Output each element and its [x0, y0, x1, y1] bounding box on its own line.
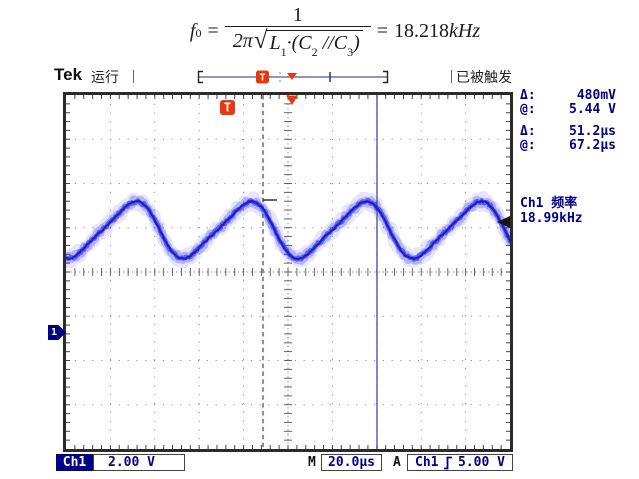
formula-unit: kHz — [449, 19, 481, 42]
trigger-source: Ch1 — [415, 455, 439, 470]
formula-f-sub: 0 — [195, 25, 202, 40]
channel1-reference-marker: 1 — [48, 325, 66, 340]
trigger-level: 5.00 V — [458, 455, 505, 470]
cursor-at-voltage: @: 5.44 V — [520, 102, 616, 117]
scope-screen: T — [63, 92, 513, 452]
tek-logo: Tek — [54, 65, 83, 84]
frequency-measure-value: 18.99kHz — [520, 211, 583, 226]
formula-f: f — [189, 19, 196, 42]
formula-denominator: 2π √ L1·(C2 //C3) — [224, 25, 371, 58]
formula-equals: = — [207, 19, 219, 42]
formula-equals-2: = — [376, 19, 389, 42]
channel1-badge: Ch1 — [56, 454, 93, 471]
formula-fraction: 1 2π √ L1·(C2 //C3) — [224, 3, 371, 58]
formula-two-pi: 2π — [232, 29, 253, 52]
cursor-delta-time: Δ: 51.2µs — [520, 124, 616, 139]
channel1-frequency-readout: Ch1 频率 18.99kHz — [520, 196, 583, 226]
rising-edge-icon — [444, 456, 453, 469]
scope-status-bar: Ch1 2.00 V M 20.0µs A Ch1 5.00 V — [0, 453, 639, 473]
horizontal-position-bar: T — [197, 70, 389, 84]
run-status-label: 运行 — [91, 69, 119, 85]
trigger-t-label: T — [259, 73, 265, 84]
trigger-position-icon — [287, 73, 297, 80]
header-separator — [133, 70, 134, 83]
formula-radicand: L1·(C2 //C3) — [266, 29, 363, 58]
radical-sign: √ — [253, 26, 268, 54]
frequency-measure-label: Ch1 频率 — [520, 196, 578, 211]
channel1-scale-readout: 2.00 V — [93, 454, 185, 471]
formula-result: 18.218 — [394, 19, 450, 42]
scope-display: T — [66, 95, 510, 449]
cursor-delta-voltage: Δ: 480mV — [520, 88, 616, 103]
formula-numerator: 1 — [292, 3, 303, 26]
trigger-readout: Ch1 5.00 V — [407, 454, 513, 471]
cursor-at-time: @: 67.2µs — [520, 138, 616, 153]
main-timebase-label: M — [308, 455, 316, 470]
cursor-readout-panel: Δ: 480mV @: 5.44 V Δ: 51.2µs @: 67.2µs — [520, 89, 616, 153]
trigger-t-badge-icon — [256, 70, 269, 84]
timebase-readout: 20.0µs — [321, 454, 382, 471]
auto-trigger-label: A — [393, 455, 401, 470]
trigger-t-badge-icon: T — [224, 101, 231, 115]
header-separator — [451, 70, 452, 83]
trigger-status-label: 已被触发 — [456, 69, 512, 85]
